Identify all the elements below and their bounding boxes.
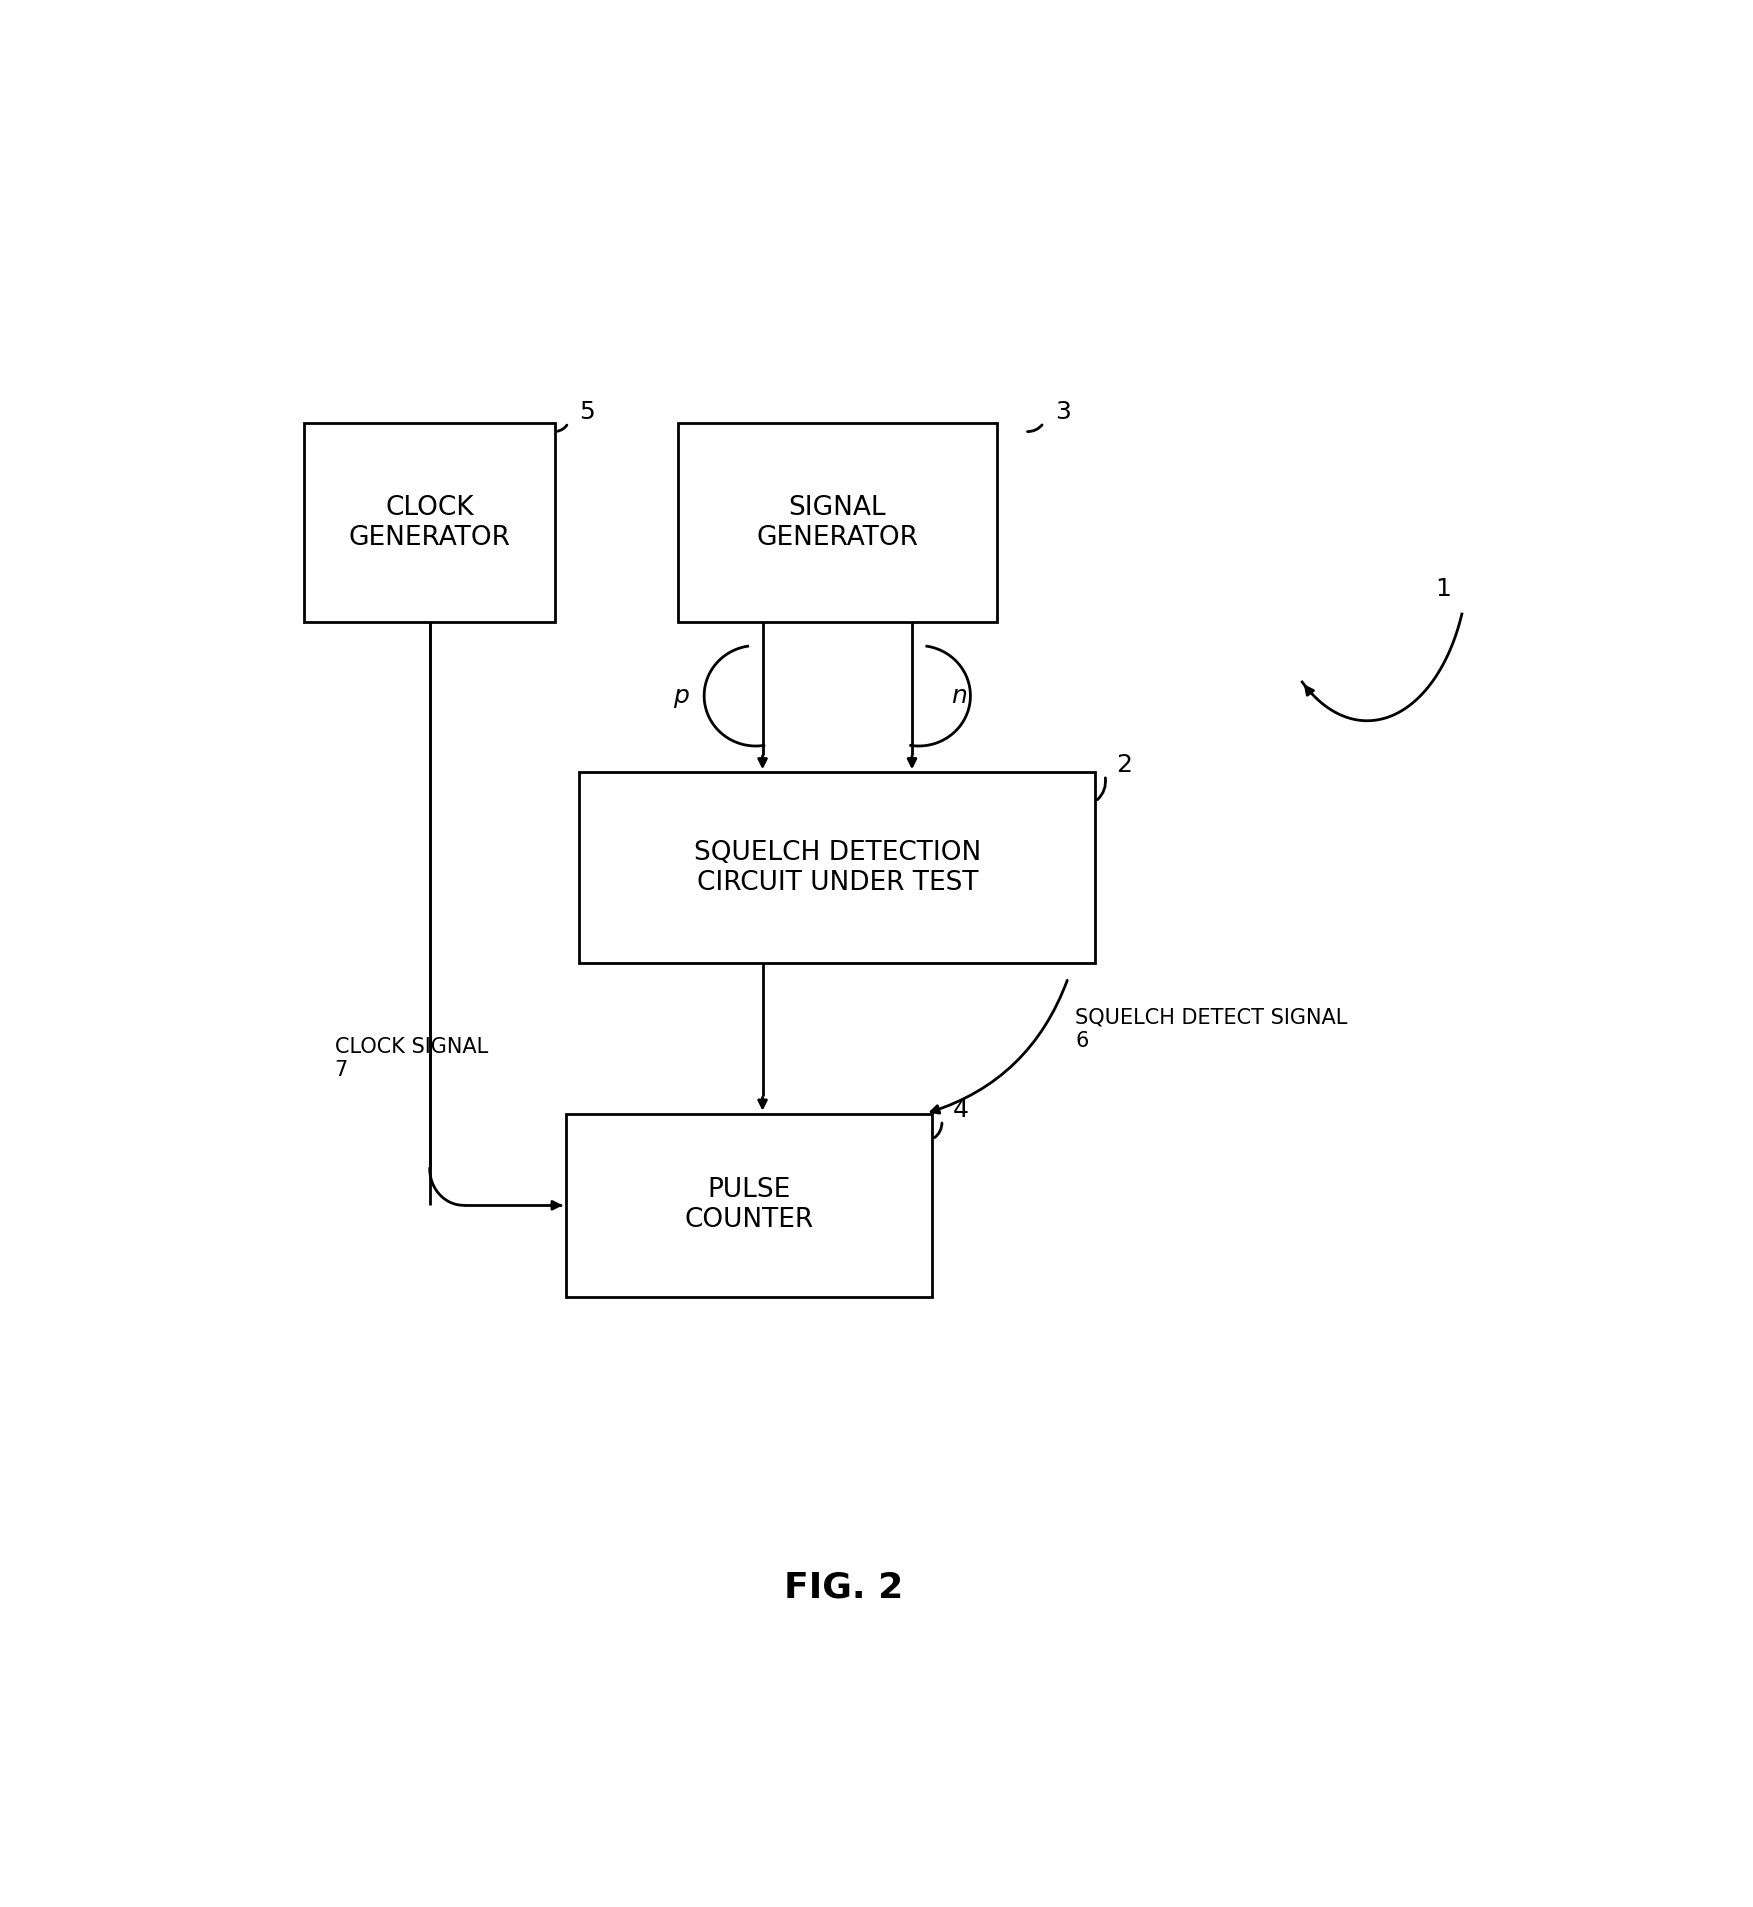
Text: 4: 4 xyxy=(954,1098,969,1121)
Bar xyxy=(303,423,556,622)
Text: SQUELCH DETECTION
CIRCUIT UNDER TEST: SQUELCH DETECTION CIRCUIT UNDER TEST xyxy=(694,839,982,896)
Text: 5: 5 xyxy=(578,400,594,425)
Text: 1: 1 xyxy=(1436,576,1451,601)
Text: CLOCK SIGNAL
7: CLOCK SIGNAL 7 xyxy=(335,1037,487,1079)
Text: 2: 2 xyxy=(1117,753,1132,776)
Text: CLOCK
GENERATOR: CLOCK GENERATOR xyxy=(349,494,510,551)
Bar xyxy=(578,772,1096,963)
Text: 3: 3 xyxy=(1055,400,1071,425)
Bar xyxy=(566,1114,933,1297)
Text: FIG. 2: FIG. 2 xyxy=(784,1569,905,1604)
Text: n: n xyxy=(952,685,968,707)
Bar xyxy=(678,423,997,622)
Text: p: p xyxy=(673,685,689,707)
Text: SIGNAL
GENERATOR: SIGNAL GENERATOR xyxy=(756,494,919,551)
Text: SQUELCH DETECT SIGNAL
6: SQUELCH DETECT SIGNAL 6 xyxy=(1075,1007,1348,1051)
Text: PULSE
COUNTER: PULSE COUNTER xyxy=(684,1177,813,1234)
